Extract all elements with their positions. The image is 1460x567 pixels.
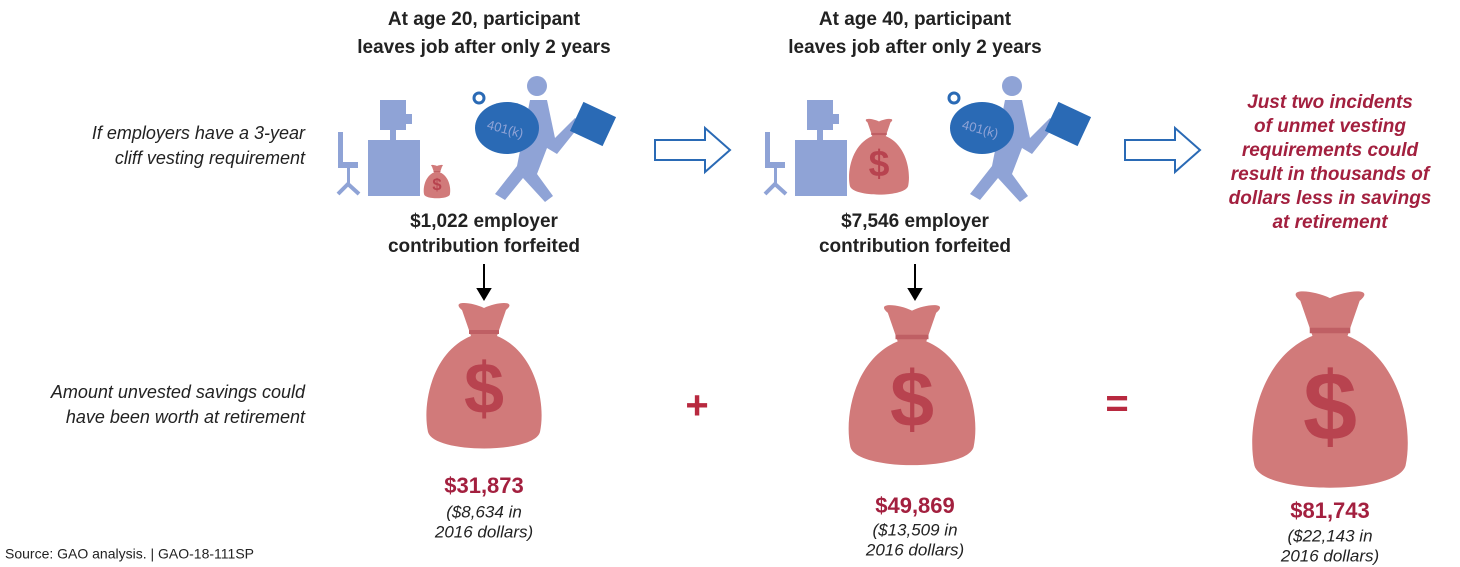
forfeited-text: contribution forfeited xyxy=(388,236,580,257)
worth-2016: ($13,509 in xyxy=(872,520,957,539)
chair-seat xyxy=(765,162,785,168)
heading: At age 40, participant xyxy=(819,9,1012,30)
chair-back xyxy=(338,132,343,166)
head xyxy=(527,76,547,96)
money-bag: $ xyxy=(424,165,451,198)
monitor-stand xyxy=(390,130,396,140)
money-bag: $ xyxy=(849,119,909,195)
chair-seat xyxy=(338,162,358,168)
bag-symbol: $ xyxy=(869,142,890,184)
heading: leaves job after only 2 years xyxy=(788,37,1041,58)
chair-back xyxy=(765,132,770,166)
money-bag: $ xyxy=(1252,291,1408,487)
piggy-tail xyxy=(949,93,959,103)
bag-symbol: $ xyxy=(464,349,504,429)
desk-icon xyxy=(338,100,420,196)
heading: At age 20, participant xyxy=(388,9,581,30)
chair-base xyxy=(338,184,359,194)
forfeited-text: $1,022 employer xyxy=(410,211,558,232)
forfeited-text: $7,546 employer xyxy=(841,211,989,232)
row-label: Amount unvested savings could xyxy=(50,382,306,402)
conclusion-text: requirements could xyxy=(1242,140,1419,161)
row-label: have been worth at retirement xyxy=(66,407,306,427)
screen xyxy=(406,114,412,124)
piggy-tail xyxy=(474,93,484,103)
monitor xyxy=(807,100,833,130)
desk xyxy=(368,140,420,196)
chair-base xyxy=(765,184,786,194)
forfeited-text: contribution forfeited xyxy=(819,236,1011,257)
monitor-stand xyxy=(817,130,823,140)
briefcase xyxy=(570,102,616,146)
row-label: cliff vesting requirement xyxy=(115,148,306,168)
person-icon: 401(k) xyxy=(474,76,616,202)
worth-2016: 2016 dollars) xyxy=(434,522,533,541)
conclusion-text: dollars less in savings xyxy=(1229,188,1432,209)
worth-2016: ($8,634 in xyxy=(446,502,522,521)
total-2016: ($22,143 in xyxy=(1287,526,1372,545)
conclusion-text: result in thousands of xyxy=(1231,164,1431,185)
worth-value: $31,873 xyxy=(444,473,524,498)
source-note: Source: GAO analysis. | GAO-18-111SP xyxy=(5,546,254,562)
conclusion-text: of unmet vesting xyxy=(1254,116,1406,137)
total-value: $81,743 xyxy=(1290,498,1370,523)
plus-sign: + xyxy=(685,384,708,428)
monitor xyxy=(380,100,406,130)
money-bag: $ xyxy=(426,303,541,449)
heading: leaves job after only 2 years xyxy=(357,37,610,58)
briefcase xyxy=(1045,102,1091,146)
infographic: 401(k) $401(k) $ At age 20, participant leav… xyxy=(0,0,1460,567)
desk-icon xyxy=(765,100,847,196)
right-arrow xyxy=(1125,128,1200,172)
desk xyxy=(795,140,847,196)
bag-symbol: $ xyxy=(432,175,441,194)
down-arrow xyxy=(909,264,921,299)
money-bag: $ xyxy=(849,305,976,465)
conclusion-text: Just two incidents xyxy=(1247,92,1413,113)
person-icon: 401(k) xyxy=(949,76,1091,202)
conclusion-text: at retirement xyxy=(1272,212,1388,233)
worth-value: $49,869 xyxy=(875,493,955,518)
equals-sign: = xyxy=(1105,382,1128,426)
worth-2016: 2016 dollars) xyxy=(865,540,964,559)
bag-symbol: $ xyxy=(1303,352,1357,461)
screen xyxy=(833,114,839,124)
head xyxy=(1002,76,1022,96)
total-2016: 2016 dollars) xyxy=(1280,546,1379,565)
right-arrow xyxy=(655,128,730,172)
down-arrow xyxy=(478,264,490,299)
row-label: If employers have a 3-year xyxy=(92,123,306,143)
bag-symbol: $ xyxy=(890,354,934,443)
